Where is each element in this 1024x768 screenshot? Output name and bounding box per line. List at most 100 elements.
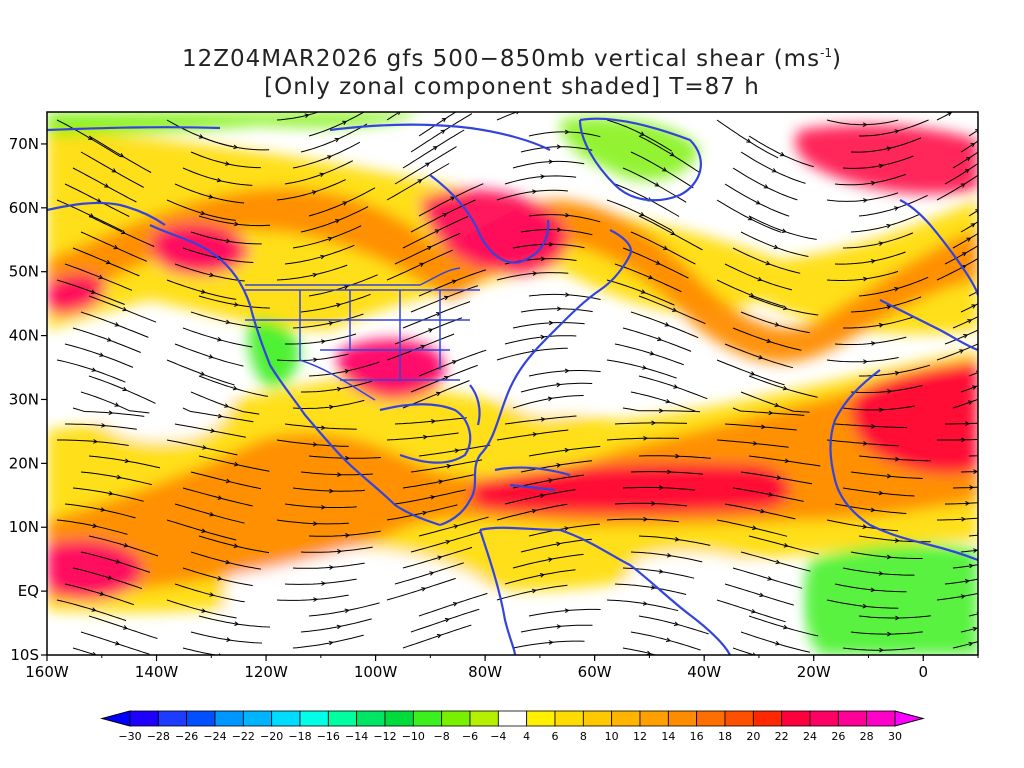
streamline-arrowhead (539, 573, 545, 578)
streamline-arrowhead (548, 640, 554, 645)
streamline (606, 518, 679, 523)
streamline-arrowhead (969, 485, 975, 490)
streamline (826, 357, 899, 363)
us-mexico-border (299, 359, 376, 401)
streamline (528, 214, 601, 223)
streamline-arrowhead (226, 637, 232, 642)
streamline-arrowhead (105, 259, 111, 265)
streamline-arrowhead (767, 576, 773, 581)
streamline-arrowhead (548, 557, 554, 562)
streamline-arrowhead (750, 371, 756, 376)
streamline-arrowhead (970, 223, 976, 228)
streamline (858, 455, 931, 462)
streamline (56, 279, 125, 305)
streamline-arrowhead (564, 129, 570, 135)
streamline-arrowhead (421, 587, 427, 592)
map-title-line1: 12Z04MAR2026 gfs 500−850mb vertical shea… (181, 46, 843, 72)
streamline-arrowhead (565, 212, 570, 218)
streamline-arrowhead (894, 538, 900, 543)
streamline-arrowhead (540, 256, 546, 262)
streamline-arrowhead (419, 262, 425, 267)
streamline (166, 359, 235, 386)
streamline (80, 551, 151, 573)
streamline (850, 137, 922, 153)
streamline (834, 251, 906, 265)
streamline-arrowhead (233, 144, 239, 150)
streamline (292, 487, 365, 492)
streamline (64, 263, 133, 291)
streamline (308, 187, 376, 217)
streamline (826, 270, 899, 281)
streamline-arrowhead (209, 592, 215, 597)
streamline-arrowhead (531, 508, 537, 514)
lon-tick-label: 40W (687, 663, 721, 681)
streamline-arrowhead (234, 621, 240, 626)
streamline (944, 162, 978, 185)
lon-tick-label: 80W (468, 663, 502, 681)
colorbar-label: −30 (118, 730, 141, 743)
streamline-arrowhead (972, 626, 978, 632)
streamline-arrowhead (210, 428, 216, 433)
streamline (276, 179, 346, 201)
streamline-arrowhead (663, 245, 669, 250)
calm-zone-south-atlantic (623, 553, 793, 655)
streamline-arrowhead (312, 521, 318, 526)
streamline (410, 608, 480, 633)
plot-area (47, 112, 978, 655)
streamline (952, 398, 978, 409)
streamline-arrowhead (657, 336, 663, 342)
streamline (418, 183, 484, 217)
streamline-arrowhead (665, 398, 671, 404)
longitude-axis: 160W 140W 120W 100W 80W 60W 40W 20W 0 (25, 655, 979, 681)
streamline-arrowhead (664, 322, 670, 327)
streamline (198, 295, 270, 309)
streamline-arrowhead (548, 320, 554, 326)
streamline-arrowhead (973, 548, 978, 553)
streamline-arrowhead (342, 201, 348, 206)
streamline (606, 599, 679, 612)
streamline-arrowhead (443, 295, 449, 301)
streamline (630, 391, 701, 413)
streamline (936, 592, 978, 601)
us-canada-border (245, 267, 461, 286)
streamline (843, 316, 914, 329)
streamline (952, 564, 978, 569)
streamline-arrowhead (107, 575, 113, 580)
streamline (174, 503, 245, 524)
streamline-arrowhead (92, 651, 97, 655)
streamline (386, 112, 401, 121)
streamline-arrowhead (972, 385, 977, 390)
colorbar: −30 −28 −26 −24 −22 −20 −18 −16 −14 −12 −10 −8 −6 −4 4… (100, 710, 925, 743)
streamline (394, 317, 463, 345)
streamline (850, 385, 923, 393)
colorbar-swatch (696, 710, 726, 727)
streamline-arrowhead (430, 495, 436, 500)
streamline (402, 129, 465, 169)
streamline (198, 135, 270, 151)
streamline (520, 624, 593, 633)
streamline-arrowhead (304, 113, 310, 118)
streamline-arrowhead (548, 241, 554, 247)
streamline (496, 584, 568, 601)
streamline-arrowhead (123, 543, 129, 548)
streamline-arrowhead (225, 319, 231, 325)
streamline (276, 594, 349, 601)
streamline (56, 599, 127, 622)
streamline (386, 163, 450, 201)
streamline-arrowhead (781, 228, 787, 233)
streamline-arrowhead (870, 180, 876, 186)
colorbar-swatch (582, 710, 613, 727)
streamline-arrowhead (650, 585, 656, 590)
streamline (630, 631, 701, 651)
streamline-arrowhead (452, 360, 458, 365)
streamline (622, 247, 689, 279)
streamline (80, 391, 150, 414)
streamline-arrowhead (968, 563, 974, 569)
streamline-arrowhead (642, 365, 648, 370)
streamline (88, 615, 158, 639)
streamline (72, 247, 140, 277)
streamline-arrowhead (429, 571, 435, 576)
streamline-arrowhead (532, 189, 538, 195)
streamline (174, 263, 245, 282)
streamline (88, 215, 155, 247)
